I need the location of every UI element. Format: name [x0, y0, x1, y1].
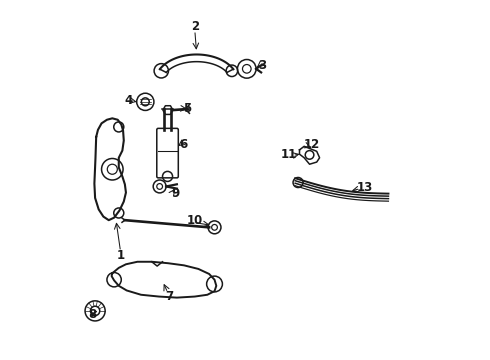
- Text: 6: 6: [179, 138, 188, 150]
- Text: 4: 4: [124, 94, 133, 107]
- Text: 12: 12: [303, 138, 319, 150]
- Text: 11: 11: [281, 148, 297, 161]
- Text: 10: 10: [187, 214, 203, 227]
- Text: 1: 1: [117, 249, 124, 262]
- Text: 3: 3: [258, 59, 266, 72]
- Text: 9: 9: [171, 187, 179, 200]
- Text: 5: 5: [183, 102, 192, 115]
- Text: 8: 8: [89, 308, 97, 321]
- Text: 7: 7: [166, 290, 174, 303]
- Text: 2: 2: [191, 20, 199, 33]
- Text: 13: 13: [357, 181, 373, 194]
